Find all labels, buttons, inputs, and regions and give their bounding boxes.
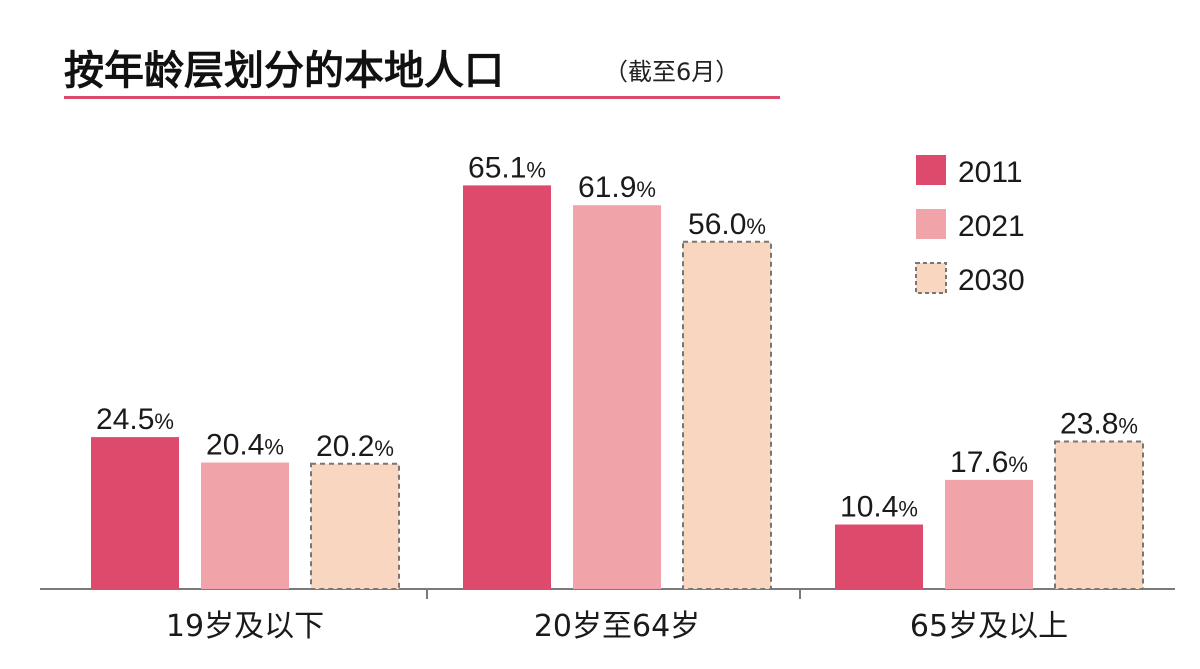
- bar-2030-2: [682, 240, 772, 591]
- value-label-2011-3: 10.4%: [840, 491, 918, 524]
- category-label-1: 19岁及以下: [166, 609, 324, 644]
- category-label-3: 65岁及以上: [910, 609, 1068, 644]
- value-label-2021-3: 17.6%: [950, 446, 1028, 479]
- legend-swatch-2011: [916, 155, 946, 185]
- bar-2021-1: [201, 462, 289, 589]
- value-label-2030-1: 20.2%: [316, 430, 394, 463]
- bar-2011-1: [91, 437, 179, 589]
- title-block: 按年龄层划分的本地人口 （截至6月）: [64, 30, 780, 100]
- bar-2011-3: [835, 524, 923, 589]
- chart-title: 按年龄层划分的本地人口: [64, 48, 504, 94]
- bar-2030-1: [310, 462, 400, 591]
- bar-2011-2: [463, 185, 551, 589]
- legend-label-2030: 2030: [958, 264, 1025, 297]
- legend-swatch-2030: [915, 262, 947, 294]
- bar-2021-2: [573, 205, 661, 589]
- bar-2030-3: [1054, 440, 1144, 590]
- value-label-2021-2: 61.9%: [578, 171, 656, 204]
- value-label-2030-3: 23.8%: [1060, 407, 1138, 440]
- bar-2021-3: [945, 479, 1033, 589]
- legend-label-2011: 2011: [958, 156, 1023, 189]
- legend-swatch-2021: [916, 209, 946, 239]
- category-label-2: 20岁至64岁: [534, 609, 700, 644]
- value-label-2030-2: 56.0%: [688, 208, 766, 241]
- value-label-2011-1: 24.5%: [96, 403, 174, 436]
- chart-subtitle: （截至6月）: [604, 58, 740, 86]
- title-underline: [64, 96, 780, 99]
- legend-label-2021: 2021: [958, 210, 1025, 243]
- value-label-2021-1: 20.4%: [206, 429, 284, 462]
- value-label-2011-2: 65.1%: [468, 151, 546, 184]
